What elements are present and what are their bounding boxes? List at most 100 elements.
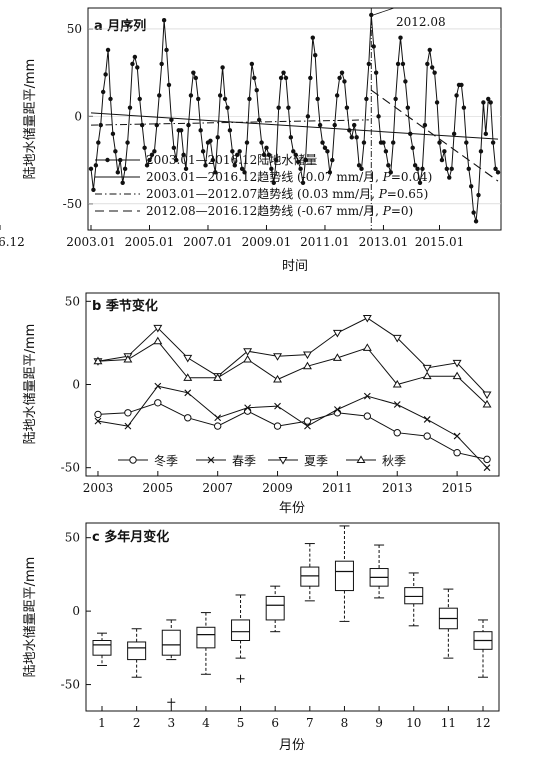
panel-a: a 月序列 陆地水储量距平/mm 时间 -50 0 50 2003.01 2005.01… xyxy=(0,7,502,274)
y-tick-label: -50 xyxy=(63,197,82,211)
panel-a-ylabel: 陆地水储量距平/mm xyxy=(22,59,38,180)
data-point xyxy=(191,70,196,75)
box-month-4 xyxy=(196,612,216,675)
data-point-秋季 xyxy=(153,336,163,345)
data-point xyxy=(354,135,359,140)
box-iqr xyxy=(334,560,354,592)
data-point xyxy=(125,140,130,145)
data-point-夏季 xyxy=(362,314,372,323)
data-point xyxy=(132,54,138,60)
y-tick-label: -50 xyxy=(61,678,80,692)
data-point-夏季 xyxy=(273,353,283,361)
data-point xyxy=(322,145,328,151)
data-point xyxy=(315,96,320,102)
x-tick-label: 2007.01 xyxy=(183,235,233,249)
box-month-1 xyxy=(92,632,112,666)
data-point-冬季 xyxy=(213,422,222,430)
data-point xyxy=(459,82,464,88)
data-point-秋季 xyxy=(362,343,372,351)
data-point xyxy=(444,166,450,172)
data-point xyxy=(183,166,189,172)
y-tick-label: 50 xyxy=(65,294,80,308)
data-point xyxy=(254,87,259,93)
data-point xyxy=(332,122,337,128)
data-point-春季 xyxy=(274,402,281,410)
data-point xyxy=(298,166,303,172)
data-point xyxy=(400,61,406,67)
x-tick-label: 8 xyxy=(341,716,349,730)
data-point-春季 xyxy=(483,464,491,472)
data-point xyxy=(105,47,111,53)
panel-c-ylabel: 陆地水储量距平/mm xyxy=(22,557,38,678)
legend-text: P xyxy=(382,204,392,218)
y-tick-label: 0 xyxy=(74,109,82,123)
data-point xyxy=(305,114,311,119)
data-point xyxy=(98,122,103,128)
legend-text: =0.04) xyxy=(391,170,432,184)
data-point xyxy=(127,105,133,110)
data-point xyxy=(193,75,198,81)
data-point-夏季 xyxy=(302,351,312,360)
data-point xyxy=(337,75,342,81)
x-tick-label: 4 xyxy=(202,716,210,730)
data-point-夏季 xyxy=(392,334,402,343)
x-tick-label: 2 xyxy=(133,716,141,730)
data-point xyxy=(210,157,216,163)
data-point xyxy=(281,70,286,75)
data-point xyxy=(495,170,501,175)
data-point xyxy=(415,166,420,172)
data-point xyxy=(434,100,440,105)
data-point xyxy=(454,93,459,98)
data-point xyxy=(403,79,408,84)
data-point xyxy=(283,75,289,81)
data-point xyxy=(135,65,140,70)
x-tick-label: 5 xyxy=(237,716,245,730)
data-point-冬季 xyxy=(363,412,372,420)
data-point xyxy=(334,93,340,98)
y-tick-label: -50 xyxy=(61,461,80,475)
legend-marker xyxy=(278,457,288,465)
data-point xyxy=(471,210,476,215)
data-point xyxy=(468,184,474,189)
data-point-春季 xyxy=(184,389,192,397)
x-tick-label: 2013 xyxy=(382,481,413,495)
data-point xyxy=(252,75,257,81)
panel-a-legend: 2003.01—2016.12陆地水储量 2003.01—2016.12趋势线 (… xyxy=(95,152,432,218)
data-point xyxy=(196,96,201,102)
legend-entry: 2003.01—2016.12趋势线 (-0.07 mm/月, P=0.04) xyxy=(146,170,432,184)
box-iqr xyxy=(404,587,424,605)
data-point-春季 xyxy=(423,416,431,423)
data-point xyxy=(344,105,350,110)
data-point xyxy=(113,149,118,154)
data-point xyxy=(442,149,447,154)
data-point xyxy=(120,180,125,186)
data-point-冬季 xyxy=(154,399,162,407)
data-point-冬季 xyxy=(483,455,491,464)
data-point xyxy=(371,44,376,49)
box-month-9 xyxy=(369,544,389,599)
panel-a-xlabel: 时间 xyxy=(282,259,308,274)
data-point-夏季 xyxy=(422,364,432,373)
data-point-秋季 xyxy=(452,371,462,380)
box-month-5 xyxy=(231,594,251,683)
data-point xyxy=(88,166,94,172)
data-point xyxy=(149,152,155,158)
data-point xyxy=(164,47,169,53)
y-tick-label: 0 xyxy=(72,378,80,392)
data-point xyxy=(320,140,325,145)
data-point xyxy=(225,105,230,110)
data-point xyxy=(349,135,354,140)
data-point xyxy=(186,122,191,128)
box-iqr xyxy=(196,626,216,649)
panel-b-frame xyxy=(85,292,500,477)
data-point xyxy=(464,140,469,145)
data-point xyxy=(393,96,398,102)
box-month-7 xyxy=(300,543,320,602)
data-point xyxy=(347,128,352,133)
legend-text: P xyxy=(378,187,388,201)
data-point xyxy=(274,157,279,163)
panel-b-xlabel: 年份 xyxy=(279,501,305,516)
data-point-夏季 xyxy=(452,359,462,368)
data-point xyxy=(100,89,106,95)
legend-entry: 冬季 xyxy=(154,453,178,468)
